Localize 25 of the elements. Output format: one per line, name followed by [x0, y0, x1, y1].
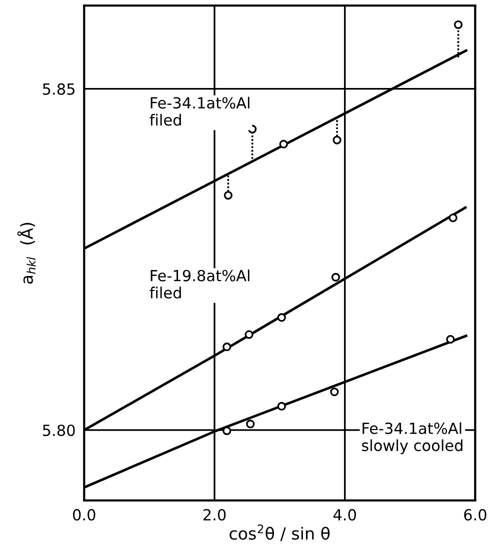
point: [224, 191, 232, 200]
x-tick-label: 2.0: [203, 509, 226, 521]
point: [222, 426, 232, 436]
point: [448, 214, 458, 222]
y-tick-label: 5.85: [42, 83, 74, 95]
point: [277, 402, 286, 411]
point: [246, 420, 255, 428]
point: [332, 136, 342, 144]
point: [277, 313, 286, 322]
point: [222, 342, 232, 352]
x-tick-label: 6.0: [464, 509, 486, 521]
series-label: Fe-34.1at%Al filed: [150, 96, 250, 126]
point: [331, 272, 340, 282]
point: [330, 388, 339, 396]
y-tick-label: 5.80: [42, 424, 75, 436]
point: [279, 140, 288, 148]
point: [446, 335, 455, 344]
point: [454, 20, 463, 29]
x-tick-label: 0.0: [73, 509, 96, 521]
text: Fe-34.1at%Al slowly cooled: [362, 422, 462, 454]
x-tick-label: 4.0: [333, 509, 356, 521]
text: Fe-19.8at%Al filed: [150, 270, 250, 299]
point: [244, 330, 254, 339]
y-axis-title: a$_{hkl}$ (Å): [17, 222, 36, 284]
x-axis-title: cos$^{2}$θ / sin θ: [230, 524, 330, 542]
